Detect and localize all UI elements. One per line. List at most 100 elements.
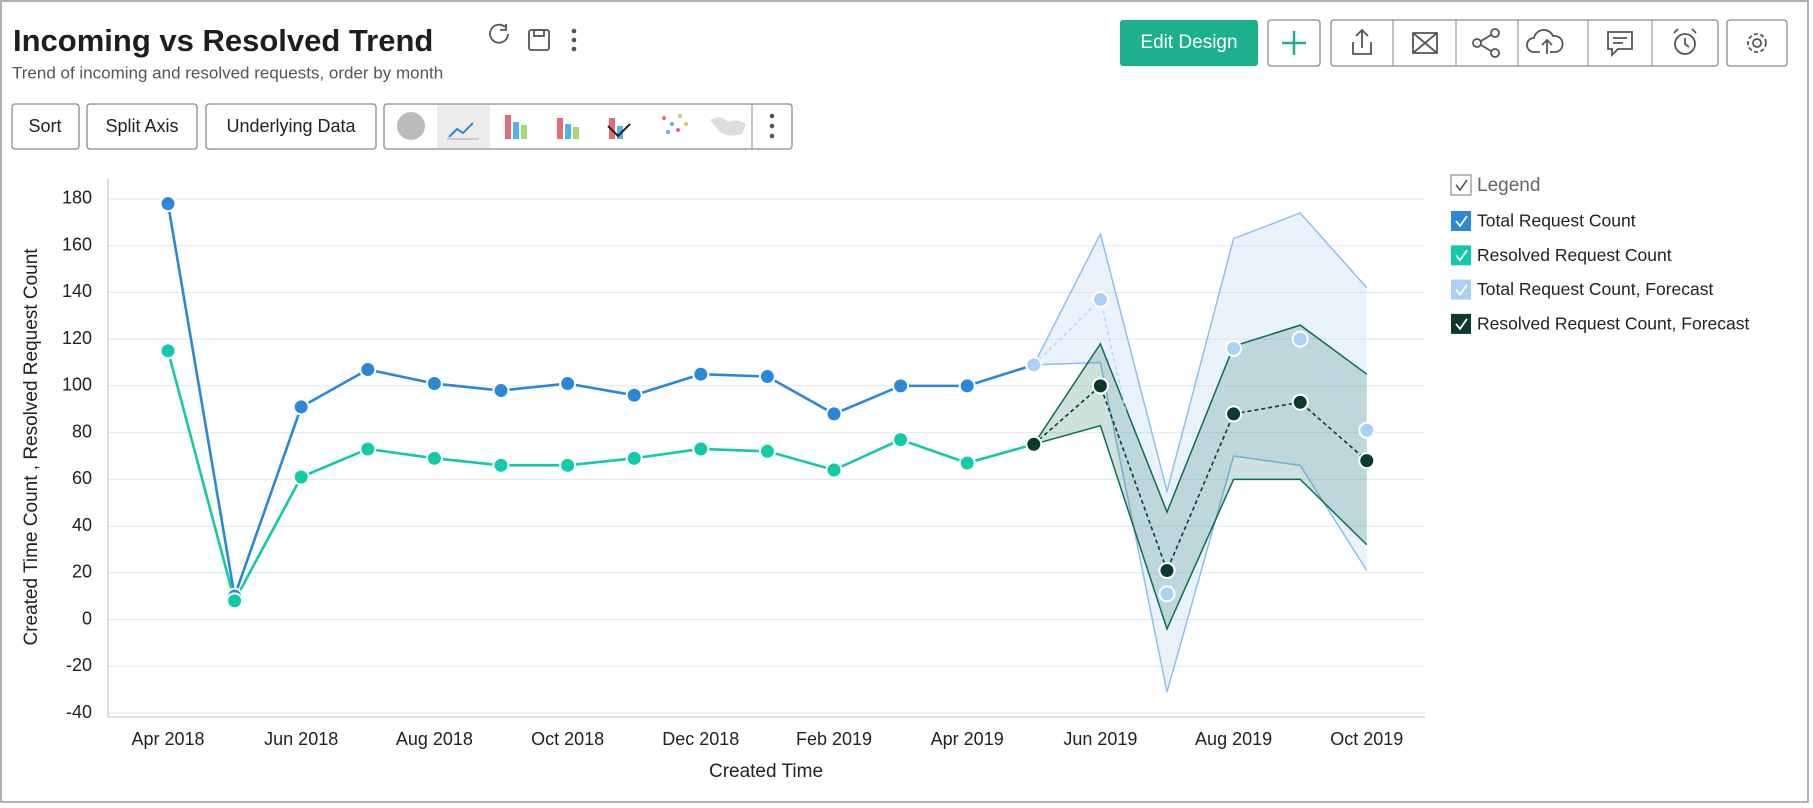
line-type[interactable] [448, 122, 474, 138]
data-point [159, 342, 177, 360]
button-label: Sort [28, 116, 61, 136]
email-icon[interactable] [1412, 32, 1438, 54]
data-point [1158, 561, 1176, 579]
data-point [625, 386, 643, 404]
legend-check [1455, 215, 1468, 228]
band-upper [1033, 324, 1368, 515]
more-types[interactable] [769, 113, 775, 139]
data-point [1225, 340, 1243, 358]
data-point [758, 442, 776, 460]
data-point [1358, 452, 1376, 470]
data-point [226, 592, 244, 610]
export-icon[interactable] [1352, 28, 1372, 55]
x-tick-label: Jun 2019 [1063, 729, 1137, 749]
y-tick-label: -40 [66, 702, 92, 722]
more-icon[interactable] [571, 28, 577, 52]
data-point [492, 456, 510, 474]
bar-type[interactable] [505, 115, 527, 139]
publish-icon[interactable] [1526, 29, 1564, 54]
legend-check [1455, 249, 1468, 262]
y-tick-label: 100 [62, 375, 92, 395]
settings-button[interactable] [1726, 19, 1788, 67]
data-point [1025, 435, 1043, 453]
legend-label: Total Request Count [1477, 211, 1636, 231]
forecast-band [1033, 325, 1367, 629]
split-axis-button[interactable]: Split Axis [86, 103, 198, 150]
save-icon[interactable] [528, 29, 550, 51]
y-tick-label: 120 [62, 328, 92, 348]
x-tick-label: Aug 2019 [1195, 729, 1272, 749]
share-icon[interactable] [1472, 28, 1500, 58]
series-line [1033, 384, 1368, 573]
data-point [692, 440, 710, 458]
data-point [825, 405, 843, 423]
map-type[interactable] [710, 117, 746, 136]
y-axis-title: Created Time Count , Resolved Request Co… [21, 248, 42, 646]
data-point [1158, 585, 1176, 603]
comment-icon[interactable] [1607, 31, 1633, 58]
data-point [892, 431, 910, 449]
refresh-icon[interactable] [489, 23, 509, 44]
data-point [1025, 356, 1043, 374]
button-label: Edit Design [1140, 32, 1237, 53]
data-point [359, 440, 377, 458]
legend-label: Resolved Request Count, Forecast [1477, 314, 1749, 334]
x-tick-label: Jun 2018 [264, 729, 338, 749]
edit-design-button[interactable]: Edit Design [1120, 20, 1258, 66]
sort-button[interactable]: Sort [11, 103, 80, 150]
data-point [292, 468, 310, 486]
y-tick-label: 40 [72, 515, 92, 535]
data-point [1291, 330, 1309, 348]
x-tick-label: Apr 2019 [931, 729, 1004, 749]
action-icons [1330, 19, 1719, 67]
series-line [166, 203, 1035, 602]
y-tick-label: 0 [82, 608, 92, 628]
pie-type[interactable] [397, 112, 425, 140]
data-point [758, 368, 776, 386]
x-tick-label: Feb 2019 [796, 729, 872, 749]
x-tick-label: Dec 2018 [662, 729, 739, 749]
stacked-type[interactable] [557, 118, 579, 139]
series-line [1033, 297, 1368, 595]
data-point [958, 454, 976, 472]
x-tick-label: Apr 2018 [131, 729, 204, 749]
plot: -40 -20 0 20 40 60 80 100 120 140 160 180 Apr 2018 Ju… [21, 174, 1749, 782]
band-upper [1033, 212, 1368, 494]
data-point [1225, 405, 1243, 423]
legend-toggle-check [1455, 179, 1468, 192]
x-axis-title: Created Time [709, 761, 823, 782]
button-label: Underlying Data [226, 116, 356, 136]
data-point [1358, 421, 1376, 439]
subtitle: Trend of incoming and resolved requests,… [12, 63, 443, 82]
legend-swatch[interactable] [1451, 211, 1471, 231]
y-tick-label: -20 [66, 655, 92, 675]
data-point [359, 361, 377, 379]
legend-toggle[interactable] [1450, 174, 1472, 196]
data-point [692, 365, 710, 383]
combo-type[interactable] [607, 118, 631, 139]
y-tick-label: 20 [72, 562, 92, 582]
data-point [1291, 393, 1309, 411]
add-button[interactable] [1267, 19, 1321, 67]
data-point [625, 449, 643, 467]
legend-swatch[interactable] [1451, 245, 1471, 266]
data-point [1091, 377, 1109, 395]
scatter-type[interactable] [662, 114, 688, 134]
data-point [892, 377, 910, 395]
legend-label: Total Request Count, Forecast [1477, 279, 1714, 299]
legend-swatch[interactable] [1451, 313, 1471, 334]
data-point [492, 382, 510, 400]
chart-type-group [383, 103, 793, 150]
data-point [159, 195, 177, 213]
underlying-data-button[interactable]: Underlying Data [205, 103, 377, 150]
button-label: Split Axis [105, 116, 178, 136]
data-point [425, 449, 443, 467]
x-tick-label: Oct 2019 [1330, 729, 1403, 749]
alarm-icon[interactable] [1673, 28, 1697, 55]
y-tick-label: 80 [72, 421, 92, 441]
data-point [292, 398, 310, 416]
legend-label: Resolved Request Count [1477, 245, 1672, 265]
legend-swatch[interactable] [1451, 279, 1471, 300]
data-point [958, 377, 976, 395]
